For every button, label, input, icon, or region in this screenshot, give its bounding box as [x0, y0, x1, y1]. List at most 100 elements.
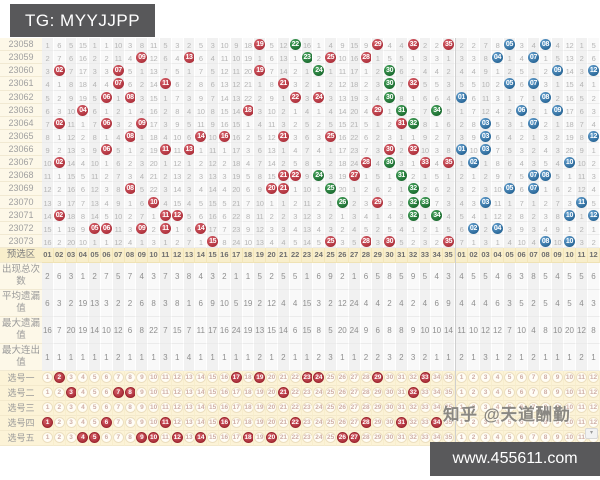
front-pick-number[interactable]: 20: [266, 372, 277, 383]
back-pick-number[interactable]: 8: [540, 387, 551, 398]
front-pick-cell[interactable]: 18: [242, 431, 255, 446]
back-pick-number[interactable]: 3: [480, 387, 491, 398]
front-pick-number-selected[interactable]: 9: [136, 432, 148, 443]
front-pick-number[interactable]: 22: [289, 387, 301, 398]
front-pick-cell[interactable]: 28: [360, 371, 373, 386]
front-pick-number[interactable]: 12: [171, 417, 183, 428]
front-pick-cell[interactable]: 4: [77, 386, 90, 401]
front-pick-cell[interactable]: 1: [42, 416, 54, 431]
front-pick-cell[interactable]: 9: [136, 431, 149, 446]
front-pick-cell[interactable]: 17: [230, 416, 243, 431]
front-pick-number[interactable]: 32: [407, 372, 419, 383]
front-pick-number[interactable]: 15: [207, 387, 218, 398]
front-pick-cell[interactable]: 19: [254, 401, 267, 416]
front-pick-number[interactable]: 3: [65, 432, 77, 443]
front-pick-cell[interactable]: 35: [443, 371, 455, 386]
front-pick-number[interactable]: 30: [384, 372, 395, 383]
front-pick-cell[interactable]: 21: [277, 416, 290, 431]
front-pick-number-selected[interactable]: 18: [242, 432, 254, 443]
back-pick-number[interactable]: 8: [540, 417, 551, 428]
front-pick-number-selected[interactable]: 34: [431, 417, 443, 428]
front-pick-number[interactable]: 4: [77, 372, 89, 383]
front-pick-cell[interactable]: 22: [289, 401, 302, 416]
front-pick-number[interactable]: 25: [325, 402, 336, 413]
back-pick-cell[interactable]: 5: [504, 416, 516, 431]
front-pick-number[interactable]: 8: [124, 432, 136, 443]
back-pick-number[interactable]: 6: [516, 402, 527, 413]
front-pick-cell[interactable]: 30: [384, 371, 396, 386]
front-pick-number[interactable]: 11: [159, 402, 171, 413]
front-pick-cell[interactable]: 23: [301, 401, 314, 416]
front-pick-cell[interactable]: 15: [207, 386, 219, 401]
back-pick-cell[interactable]: 9: [552, 386, 564, 401]
front-pick-cell[interactable]: 7: [112, 371, 125, 386]
front-pick-number[interactable]: 7: [112, 372, 124, 383]
front-pick-cell[interactable]: 35: [443, 401, 455, 416]
front-pick-number[interactable]: 13: [183, 372, 195, 383]
back-pick-number[interactable]: 7: [528, 372, 539, 383]
front-pick-cell[interactable]: 22: [289, 416, 302, 431]
front-pick-number[interactable]: 12: [171, 387, 183, 398]
front-pick-cell[interactable]: 34: [431, 416, 444, 431]
back-pick-cell[interactable]: 8: [540, 416, 552, 431]
front-pick-number[interactable]: 1: [42, 402, 53, 413]
front-pick-number[interactable]: 8: [124, 402, 136, 413]
front-pick-number-selected[interactable]: 6: [100, 417, 112, 428]
back-pick-number[interactable]: 1: [456, 387, 467, 398]
front-pick-number[interactable]: 24: [313, 432, 325, 443]
front-pick-cell[interactable]: 33: [419, 386, 432, 401]
back-pick-cell[interactable]: 3: [480, 416, 492, 431]
front-pick-cell[interactable]: 7: [112, 401, 125, 416]
front-pick-number[interactable]: 24: [313, 387, 325, 398]
front-pick-number-selected[interactable]: 19: [254, 372, 266, 383]
front-pick-number[interactable]: 21: [277, 402, 289, 413]
front-pick-cell[interactable]: 4: [77, 371, 90, 386]
front-pick-cell[interactable]: 30: [384, 401, 396, 416]
front-pick-number[interactable]: 27: [348, 372, 360, 383]
front-pick-number[interactable]: 29: [372, 417, 384, 428]
front-pick-number[interactable]: 30: [384, 432, 395, 443]
front-pick-number[interactable]: 26: [336, 402, 348, 413]
front-pick-number[interactable]: 14: [195, 417, 207, 428]
back-pick-cell[interactable]: 6: [516, 371, 528, 386]
front-pick-cell[interactable]: 15: [207, 431, 219, 446]
front-pick-number[interactable]: 18: [242, 402, 254, 413]
front-pick-cell[interactable]: 12: [171, 416, 184, 431]
front-pick-number[interactable]: 5: [89, 402, 101, 413]
front-pick-number[interactable]: 7: [112, 402, 124, 413]
front-pick-cell[interactable]: 15: [207, 416, 219, 431]
front-pick-number[interactable]: 11: [159, 372, 171, 383]
front-pick-number-selected[interactable]: 5: [89, 432, 101, 443]
front-pick-number[interactable]: 23: [301, 402, 313, 413]
front-pick-number[interactable]: 10: [148, 402, 159, 413]
front-pick-cell[interactable]: 23: [301, 416, 314, 431]
front-pick-number[interactable]: 13: [183, 402, 195, 413]
front-pick-cell[interactable]: 33: [419, 416, 432, 431]
back-pick-number[interactable]: 11: [576, 372, 587, 383]
back-pick-number[interactable]: 12: [588, 417, 599, 428]
front-pick-cell[interactable]: 2: [53, 401, 66, 416]
front-pick-number[interactable]: 17: [230, 417, 242, 428]
front-pick-number[interactable]: 30: [384, 417, 395, 428]
front-pick-number-selected[interactable]: 28: [360, 417, 372, 428]
front-pick-cell[interactable]: 5: [89, 386, 101, 401]
front-pick-number-selected[interactable]: 2: [53, 372, 65, 383]
front-pick-number[interactable]: 22: [289, 432, 301, 443]
back-pick-cell[interactable]: 7: [528, 416, 540, 431]
front-pick-cell[interactable]: 10: [148, 431, 160, 446]
back-pick-cell[interactable]: 4: [492, 371, 504, 386]
front-pick-cell[interactable]: 4: [77, 401, 90, 416]
front-pick-cell[interactable]: 8: [124, 416, 137, 431]
front-pick-number-selected[interactable]: 23: [301, 372, 313, 383]
front-pick-cell[interactable]: 8: [124, 386, 137, 401]
front-pick-cell[interactable]: 17: [230, 401, 243, 416]
front-pick-number[interactable]: 19: [254, 417, 266, 428]
front-pick-cell[interactable]: 5: [89, 371, 101, 386]
front-pick-number[interactable]: 2: [53, 402, 65, 413]
front-pick-number-selected[interactable]: 22: [289, 417, 301, 428]
front-pick-number[interactable]: 24: [313, 402, 325, 413]
front-pick-number[interactable]: 5: [89, 372, 101, 383]
back-pick-number[interactable]: 5: [504, 372, 515, 383]
front-pick-cell[interactable]: 20: [266, 401, 278, 416]
back-pick-number[interactable]: 9: [552, 417, 563, 428]
